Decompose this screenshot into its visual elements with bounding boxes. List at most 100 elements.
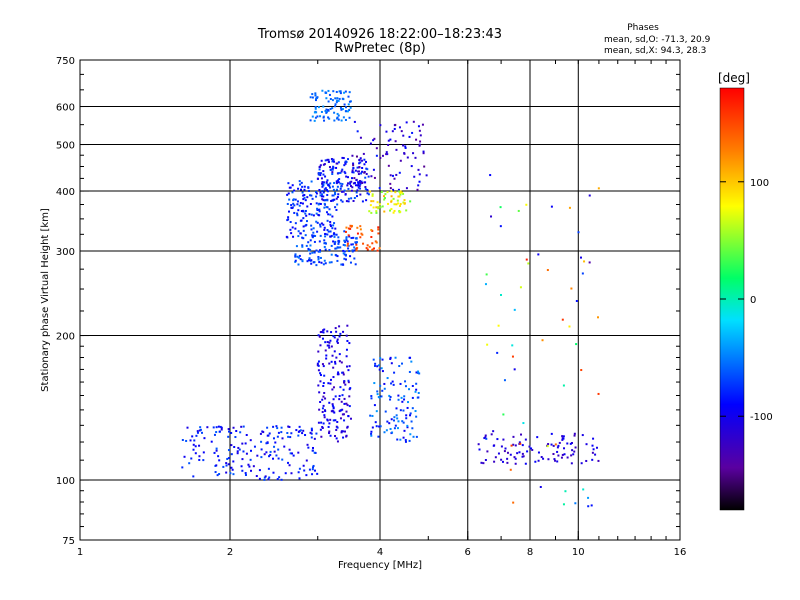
data-point — [337, 239, 340, 242]
data-point — [477, 443, 480, 446]
data-point — [317, 369, 320, 372]
data-point — [319, 223, 322, 226]
data-point — [298, 204, 301, 207]
data-point — [236, 450, 239, 453]
data-point — [346, 244, 349, 247]
data-point — [275, 425, 278, 428]
data-point — [194, 452, 197, 455]
data-point — [350, 189, 353, 192]
data-point — [339, 90, 342, 93]
data-point — [359, 161, 362, 164]
data-point — [402, 201, 405, 204]
data-point — [294, 254, 297, 257]
data-point — [301, 185, 304, 188]
data-point — [341, 190, 344, 193]
data-point — [352, 164, 355, 167]
data-point — [333, 222, 336, 225]
data-point — [385, 153, 388, 156]
data-point — [286, 432, 289, 435]
data-point — [591, 458, 594, 461]
data-point — [313, 240, 316, 243]
data-point — [301, 244, 304, 247]
data-point — [185, 439, 188, 442]
data-point — [317, 256, 320, 259]
data-point — [568, 206, 571, 209]
data-point — [344, 172, 347, 175]
data-point — [335, 428, 338, 431]
data-point — [519, 286, 522, 289]
data-point — [232, 473, 235, 476]
data-point — [316, 207, 319, 210]
data-point — [372, 358, 375, 361]
data-point — [334, 435, 337, 438]
data-point — [334, 227, 337, 230]
data-point — [361, 159, 364, 162]
data-point — [571, 449, 574, 452]
data-point — [213, 451, 216, 454]
data-point — [334, 191, 337, 194]
x-axis-label: Frequency [MHz] — [338, 560, 422, 571]
data-point — [383, 195, 386, 198]
data-point — [248, 465, 251, 468]
data-point — [325, 97, 328, 100]
data-point — [307, 186, 310, 189]
data-point — [230, 453, 233, 456]
data-point — [348, 235, 351, 238]
data-point — [340, 263, 343, 266]
data-point — [341, 371, 344, 374]
data-point — [335, 208, 338, 211]
data-point — [337, 371, 340, 374]
data-point — [323, 199, 326, 202]
data-point — [296, 214, 299, 217]
data-point — [349, 387, 352, 390]
data-point — [332, 240, 335, 243]
data-point — [343, 170, 346, 173]
data-point — [289, 221, 292, 224]
data-point — [345, 410, 348, 413]
data-point — [391, 380, 394, 383]
data-point — [304, 234, 307, 237]
data-point — [307, 446, 310, 449]
data-point — [486, 450, 489, 453]
data-point — [332, 224, 335, 227]
data-point — [399, 190, 402, 193]
data-point — [318, 408, 321, 411]
data-point — [389, 182, 392, 185]
data-point — [415, 435, 418, 438]
data-point — [327, 116, 330, 119]
data-point — [314, 107, 317, 110]
data-point — [318, 391, 321, 394]
data-point — [327, 100, 330, 103]
data-point — [371, 194, 374, 197]
data-point — [522, 455, 525, 458]
data-point — [376, 393, 379, 396]
data-point — [268, 432, 271, 435]
data-point — [258, 477, 261, 480]
data-point — [320, 435, 323, 438]
data-point — [513, 456, 516, 459]
data-point — [358, 166, 361, 169]
data-point — [554, 459, 557, 462]
data-point — [332, 398, 335, 401]
data-point — [355, 178, 358, 181]
data-point — [317, 350, 320, 353]
data-point — [372, 168, 375, 171]
data-point — [336, 338, 339, 341]
data-point — [321, 410, 324, 413]
data-point — [241, 442, 244, 445]
data-point — [348, 395, 351, 398]
data-point — [482, 462, 485, 465]
data-point — [320, 421, 323, 424]
data-point — [340, 409, 343, 412]
data-point — [265, 451, 268, 454]
data-point — [340, 119, 343, 122]
data-point — [310, 224, 313, 227]
data-point — [332, 90, 335, 93]
data-point — [385, 151, 388, 154]
data-point — [405, 417, 408, 420]
data-point — [394, 191, 397, 194]
data-point — [332, 335, 335, 338]
data-point — [547, 458, 550, 461]
data-point — [322, 184, 325, 187]
data-point — [397, 398, 400, 401]
